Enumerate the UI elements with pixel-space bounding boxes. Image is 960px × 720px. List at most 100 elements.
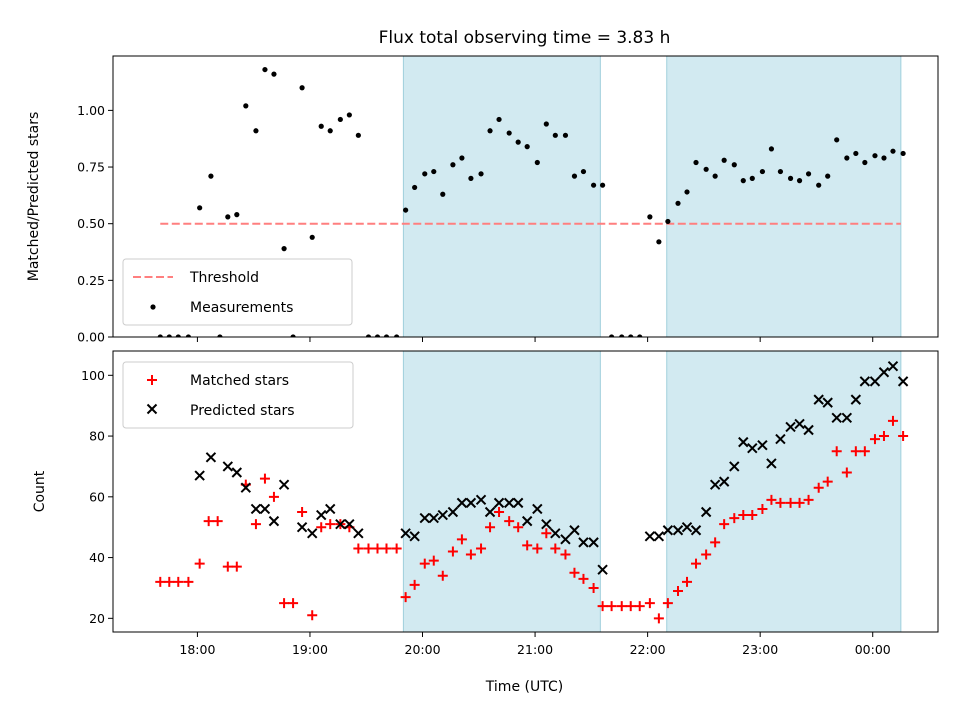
predicted-stars-point-54: [794, 418, 805, 430]
matched-stars-point-29: [428, 555, 439, 566]
x-tick-label-2: 20:00: [405, 642, 441, 657]
measurements-point-53: [656, 239, 662, 245]
measurements-point-8: [234, 212, 240, 218]
measurements-point-78: [890, 148, 896, 154]
measurements-point-55: [675, 200, 681, 206]
matched-stars-point-38: [513, 522, 524, 533]
measurements-point-5: [208, 173, 214, 179]
measurements-point-69: [805, 171, 812, 177]
measurements-point-0: [157, 334, 163, 337]
matched-stars-point-30: [437, 570, 448, 581]
ratio-y-tick-label-4: 1.00: [77, 103, 105, 118]
matched-stars-point-22: [363, 543, 374, 554]
predicted-stars-point-15: [353, 528, 364, 539]
predicted-stars-point-52: [775, 433, 786, 445]
predicted-stars-point-17: [409, 531, 420, 542]
count-axes-frame: [112, 350, 939, 633]
predicted-stars-point-59: [841, 412, 853, 424]
ratio-axes-frame: [112, 55, 939, 338]
measurements-point-35: [487, 128, 493, 134]
matched-stars-point-74: [850, 446, 861, 457]
matched-stars-point-69: [803, 494, 814, 505]
x-axis-label: Time (UTC): [485, 679, 563, 695]
matched-stars-point-66: [775, 497, 786, 508]
matched-stars-point-31: [447, 546, 458, 557]
predicted-stars-point-2: [222, 461, 234, 472]
matched-stars-point-76: [869, 434, 880, 445]
legend-predicted-label: Predicted stars: [190, 403, 295, 419]
predicted-stars-point-50: [757, 439, 768, 451]
matched-stars-point-45: [578, 573, 589, 584]
matched-stars-point-21: [353, 543, 364, 554]
matched-stars-point-48: [606, 601, 617, 612]
matched-stars-point-10: [250, 519, 261, 530]
matched-stars-point-35: [485, 522, 496, 533]
measurements-point-25: [394, 334, 400, 337]
matched-stars-point-49: [616, 601, 627, 612]
matched-stars-point-57: [691, 558, 702, 569]
measurements-point-12: [271, 71, 277, 77]
predicted-stars-point-53: [785, 421, 796, 433]
predicted-stars-point-30: [532, 503, 543, 515]
matched-stars-point-24: [381, 543, 392, 554]
measurements-point-3: [185, 334, 192, 337]
predicted-stars-point-3: [231, 467, 243, 478]
matched-stars-point-71: [822, 476, 833, 487]
matched-stars-point-2: [173, 576, 184, 587]
measurements-point-65: [768, 146, 775, 152]
predicted-stars-point-40: [662, 525, 674, 536]
predicted-stars-point-29: [521, 515, 533, 527]
measurements-point-61: [731, 162, 737, 168]
matched-stars-point-33: [465, 549, 476, 560]
matched-stars-point-15: [297, 507, 308, 518]
measurements-point-38: [515, 139, 521, 145]
matched-stars-point-44: [569, 567, 580, 578]
measurements-point-41: [543, 121, 549, 127]
ratio-panel: 0.00 0.25 0.50 0.75 1.00 Matched/Predicted st…: [26, 55, 939, 345]
matched-stars-point-60: [719, 519, 730, 530]
predicted-stars-point-26: [493, 497, 505, 509]
count-plot-area: [155, 360, 909, 624]
ratio-observing-span-0: [402, 55, 601, 338]
matched-stars-point-65: [766, 494, 777, 505]
ratio-y-tick-label-2: 0.50: [77, 216, 105, 231]
matched-stars-point-53: [653, 613, 664, 624]
measurements-point-62: [740, 178, 746, 184]
measurements-point-60: [721, 157, 727, 163]
matched-stars-point-23: [372, 543, 383, 554]
measurements-point-74: [853, 150, 859, 157]
matched-stars-point-39: [522, 540, 533, 551]
matched-stars-point-59: [710, 537, 721, 548]
chart-title: Flux total observing time = 3.83 h: [379, 28, 671, 48]
measurements-point-49: [619, 334, 625, 337]
measurements-point-27: [412, 184, 418, 191]
matched-stars-point-67: [785, 497, 796, 508]
predicted-stars-point-13: [335, 518, 346, 530]
predicted-stars-point-44: [700, 506, 712, 518]
measurements-point-17: [318, 123, 324, 129]
ratio-y-axis-label: Matched/Predicted stars: [26, 112, 42, 282]
predicted-stars-point-9: [296, 521, 308, 533]
measurements-point-21: [355, 132, 361, 138]
count-legend-box: [122, 361, 354, 429]
measurements-point-29: [431, 168, 437, 175]
measurements-point-32: [459, 155, 465, 161]
predicted-stars-point-38: [644, 531, 656, 542]
predicted-stars-point-37: [597, 564, 608, 575]
measurements-point-28: [422, 171, 428, 177]
ratio-y-tick-label-1: 0.25: [77, 273, 105, 288]
measurements-point-26: [403, 207, 409, 213]
matched-stars-point-11: [259, 473, 270, 484]
measurements-point-22: [365, 334, 372, 337]
count-y-tick-label-3: 80: [89, 429, 105, 444]
measurements-point-50: [628, 334, 634, 337]
matched-stars-point-47: [597, 601, 608, 612]
predicted-stars-point-0: [194, 470, 205, 481]
measurements-point-71: [825, 173, 831, 179]
predicted-stars-point-57: [822, 397, 833, 408]
matched-stars-point-28: [419, 558, 430, 569]
count-observing-span-1: [666, 350, 902, 633]
ratio-legend-box: [122, 258, 353, 326]
measurements-point-76: [872, 153, 878, 159]
matched-stars-point-4: [194, 558, 205, 569]
